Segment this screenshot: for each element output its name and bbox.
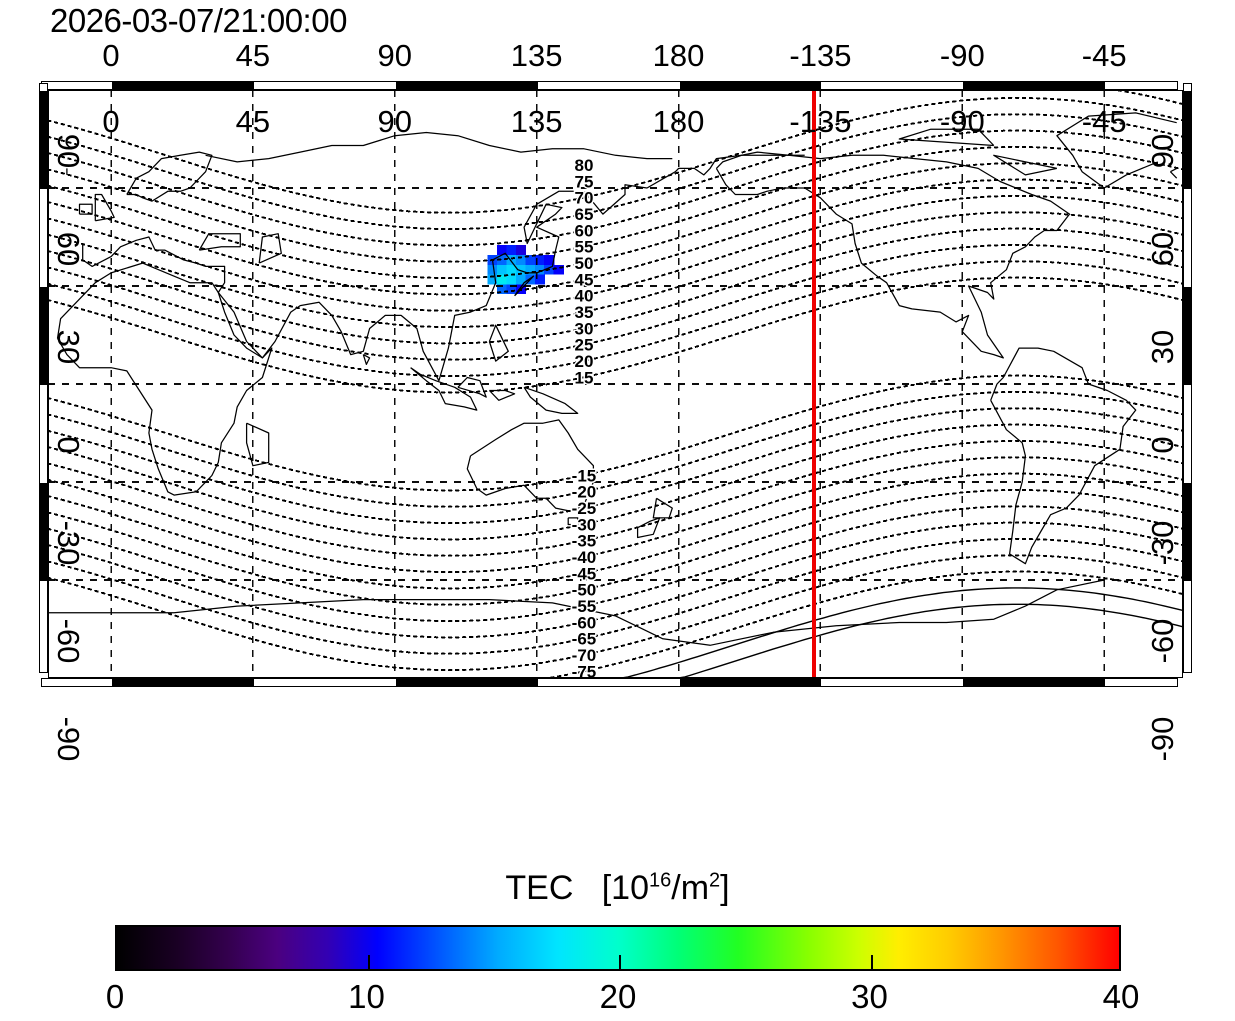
coastline-path <box>489 325 508 361</box>
geomagnetic-solid-contours <box>603 588 1183 678</box>
y-axis-right-label: -90 <box>50 679 86 799</box>
x-axis-top-label: -45 <box>1044 38 1164 74</box>
page-title: 2026-03-07/21:00:00 <box>50 2 347 40</box>
map-canvas: 8075706560555045403530252015-15-20-25-30… <box>48 90 1183 678</box>
tec-cell <box>554 265 564 275</box>
tec-cell <box>497 265 507 275</box>
terminator-line <box>812 90 816 678</box>
coastline-path <box>994 155 1057 175</box>
colorbar-tick-label: 10 <box>317 978 417 1016</box>
frame-bar-bottom <box>41 678 1178 687</box>
x-axis-top-label: -135 <box>760 38 880 74</box>
coastline-path <box>127 152 212 201</box>
coastline-path <box>716 152 1069 358</box>
coastline-path <box>363 355 369 365</box>
tec-cell <box>506 245 516 255</box>
colorbar-tick <box>619 955 621 969</box>
x-axis-bottom-label: -90 <box>902 104 1022 140</box>
geomagnetic-contour <box>603 588 1183 678</box>
colorbar-title-main: TEC <box>505 869 573 907</box>
coastline-path <box>524 387 578 413</box>
frame-bar-left <box>39 83 48 673</box>
x-axis-top-label: 90 <box>335 38 455 74</box>
x-axis-top-label: 180 <box>619 38 739 74</box>
y-axis-left-label: -90 <box>1145 679 1181 799</box>
x-axis-bottom-label: 180 <box>619 104 739 140</box>
colorbar-tick <box>871 955 873 969</box>
geomagnetic-contour-labels: 8075706560555045403530252015-15-20-25-30… <box>572 156 597 678</box>
map-plot[interactable]: 8075706560555045403530252015-15-20-25-30… <box>48 90 1183 678</box>
colorbar[interactable] <box>115 925 1121 971</box>
coastlines <box>48 113 1177 645</box>
x-axis-bottom-label: 45 <box>193 104 313 140</box>
frame-bar-top <box>41 81 1178 90</box>
x-axis-bottom-label: 90 <box>335 104 455 140</box>
coastline-path <box>638 518 660 538</box>
x-axis-top-label: -90 <box>902 38 1022 74</box>
map-vector-layer: 8075706560555045403530252015-15-20-25-30… <box>48 90 1183 678</box>
colorbar-title: TEC [1016/m2] <box>0 869 1235 908</box>
coastline-path <box>458 378 486 398</box>
tec-cell <box>516 245 526 255</box>
tec-cell <box>487 265 497 275</box>
colorbar-tick-label: 30 <box>820 978 920 1016</box>
tec-cell <box>506 275 516 285</box>
colorbar-tick-label: 20 <box>568 978 668 1016</box>
geomagnetic-contour <box>48 376 1183 491</box>
colorbar-units: [1016/m2] <box>602 869 730 907</box>
colorbar-tick <box>368 955 370 969</box>
geomagnetic-contour-label: 15 <box>575 368 594 387</box>
coastline-path <box>489 391 514 401</box>
x-axis-bottom-label: 135 <box>477 104 597 140</box>
frame-bar-right <box>1183 83 1192 673</box>
x-axis-top-label: 0 <box>51 38 171 74</box>
colorbar-tick-label: 0 <box>65 978 165 1016</box>
coastline-path <box>411 368 477 410</box>
coastline-path <box>199 234 240 250</box>
x-axis-top-label: 45 <box>193 38 313 74</box>
coastline-path <box>58 263 272 495</box>
tec-data-cells <box>487 245 563 294</box>
colorbar-tick-label: 40 <box>1071 978 1171 1016</box>
coastline-path <box>67 168 1177 178</box>
x-axis-top-label: 135 <box>477 38 597 74</box>
graticule-grid <box>48 90 1183 678</box>
x-axis-bottom-label: -135 <box>760 104 880 140</box>
geomagnetic-contour-label: -75 <box>572 662 597 678</box>
